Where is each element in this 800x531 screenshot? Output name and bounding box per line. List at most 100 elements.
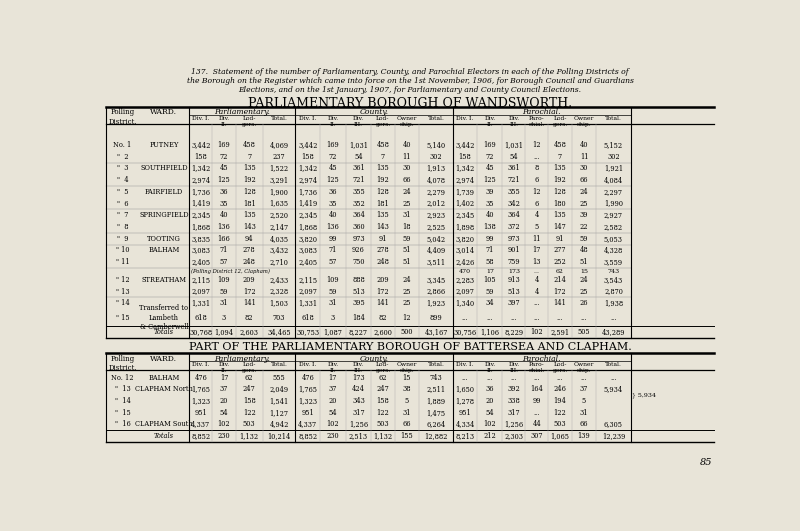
Text: 59: 59 (580, 235, 588, 243)
Text: 2,974: 2,974 (455, 176, 474, 184)
Text: 135: 135 (243, 165, 255, 173)
Text: 169: 169 (483, 141, 496, 149)
Text: 3,559: 3,559 (604, 258, 623, 266)
Text: Div. I.: Div. I. (192, 363, 210, 367)
Text: "  4: " 4 (117, 176, 128, 184)
Text: 2,012: 2,012 (426, 200, 446, 208)
Text: 4,078: 4,078 (426, 176, 446, 184)
Text: 355: 355 (507, 188, 520, 196)
Text: 4,084: 4,084 (604, 176, 623, 184)
Text: 246: 246 (554, 386, 566, 393)
Text: 192: 192 (554, 176, 566, 184)
Text: 43,167: 43,167 (424, 328, 448, 336)
Text: 307: 307 (530, 432, 543, 440)
Text: 30,753: 30,753 (296, 328, 319, 336)
Text: 2,974: 2,974 (298, 176, 318, 184)
Text: ...: ... (534, 409, 540, 417)
Text: 4: 4 (534, 288, 539, 296)
Text: 3,442: 3,442 (455, 141, 474, 149)
Text: 1,650: 1,650 (455, 386, 474, 393)
Text: 82: 82 (245, 314, 254, 322)
Text: 71: 71 (220, 246, 228, 254)
Text: 31: 31 (402, 211, 411, 219)
Text: 44: 44 (532, 421, 541, 429)
Text: 30: 30 (580, 165, 588, 173)
Text: 143: 143 (377, 223, 390, 231)
Text: 1,323: 1,323 (191, 397, 210, 405)
Text: Total.: Total. (270, 363, 287, 367)
Text: 721: 721 (352, 176, 365, 184)
Text: 1,913: 1,913 (426, 165, 446, 173)
Text: ...: ... (462, 374, 468, 382)
Text: 237: 237 (273, 153, 286, 161)
Text: 1,765: 1,765 (298, 386, 318, 393)
Text: 82: 82 (378, 314, 387, 322)
Text: 128: 128 (243, 188, 255, 196)
Text: 138: 138 (483, 223, 496, 231)
Text: 38: 38 (402, 386, 411, 393)
Text: 2,923: 2,923 (426, 211, 446, 219)
Text: No. 1: No. 1 (114, 141, 131, 149)
Text: 59: 59 (402, 235, 411, 243)
Text: 395: 395 (352, 299, 365, 307)
Text: 25: 25 (402, 299, 411, 307)
Text: 7: 7 (247, 153, 251, 161)
Text: ...: ... (462, 314, 468, 322)
Text: 181: 181 (377, 200, 390, 208)
Text: 12,882: 12,882 (424, 432, 448, 440)
Text: Div.
II.: Div. II. (218, 363, 230, 373)
Text: 1,331: 1,331 (191, 299, 210, 307)
Text: Div.
II.: Div. II. (484, 116, 495, 127)
Text: ...: ... (581, 374, 587, 382)
Text: 54: 54 (486, 409, 494, 417)
Text: 3: 3 (222, 314, 226, 322)
Text: 458: 458 (554, 141, 566, 149)
Text: 343: 343 (352, 397, 365, 405)
Text: 72: 72 (220, 153, 228, 161)
Text: 6: 6 (534, 176, 539, 184)
Text: 36: 36 (329, 188, 337, 196)
Text: 109: 109 (326, 276, 339, 284)
Text: 125: 125 (326, 176, 339, 184)
Text: 85: 85 (700, 458, 712, 467)
Text: 1,541: 1,541 (270, 397, 289, 405)
Text: 1,938: 1,938 (604, 299, 623, 307)
Text: 8,213: 8,213 (455, 432, 474, 440)
Text: 277: 277 (554, 246, 566, 254)
Text: 6: 6 (534, 200, 539, 208)
Text: " 12: " 12 (116, 276, 130, 284)
Text: 155: 155 (401, 432, 414, 440)
Text: 54: 54 (220, 409, 228, 417)
Text: 136: 136 (218, 223, 230, 231)
Text: 128: 128 (554, 188, 566, 196)
Text: 169: 169 (218, 141, 230, 149)
Text: 62: 62 (245, 374, 254, 382)
Text: 278: 278 (243, 246, 255, 254)
Text: Total.: Total. (270, 116, 287, 121)
Text: 5,042: 5,042 (426, 235, 446, 243)
Text: 302: 302 (607, 153, 620, 161)
Text: "  3: " 3 (117, 165, 128, 173)
Text: 750: 750 (352, 258, 365, 266)
Text: 951: 951 (458, 409, 471, 417)
Text: 128: 128 (377, 188, 390, 196)
Text: "  6: " 6 (117, 200, 128, 208)
Text: 703: 703 (273, 314, 286, 322)
Text: 721: 721 (507, 176, 520, 184)
Text: Div.
III.: Div. III. (508, 363, 519, 373)
Text: 3,543: 3,543 (604, 276, 623, 284)
Text: 3,345: 3,345 (426, 276, 446, 284)
Text: " 15: " 15 (116, 314, 130, 322)
Text: 1,031: 1,031 (349, 141, 368, 149)
Text: PARLIAMENTARY BOROUGH OF WANDSWORTH.: PARLIAMENTARY BOROUGH OF WANDSWORTH. (248, 97, 572, 110)
Text: 505: 505 (578, 328, 590, 336)
Text: 5: 5 (405, 397, 409, 405)
Text: 1,031: 1,031 (504, 141, 523, 149)
Text: 40: 40 (580, 141, 588, 149)
Text: 173: 173 (508, 269, 520, 273)
Text: 3: 3 (330, 314, 335, 322)
Text: 1,323: 1,323 (298, 397, 318, 405)
Text: 1,868: 1,868 (191, 223, 210, 231)
Text: 2,345: 2,345 (455, 211, 474, 219)
Text: 139: 139 (578, 432, 590, 440)
